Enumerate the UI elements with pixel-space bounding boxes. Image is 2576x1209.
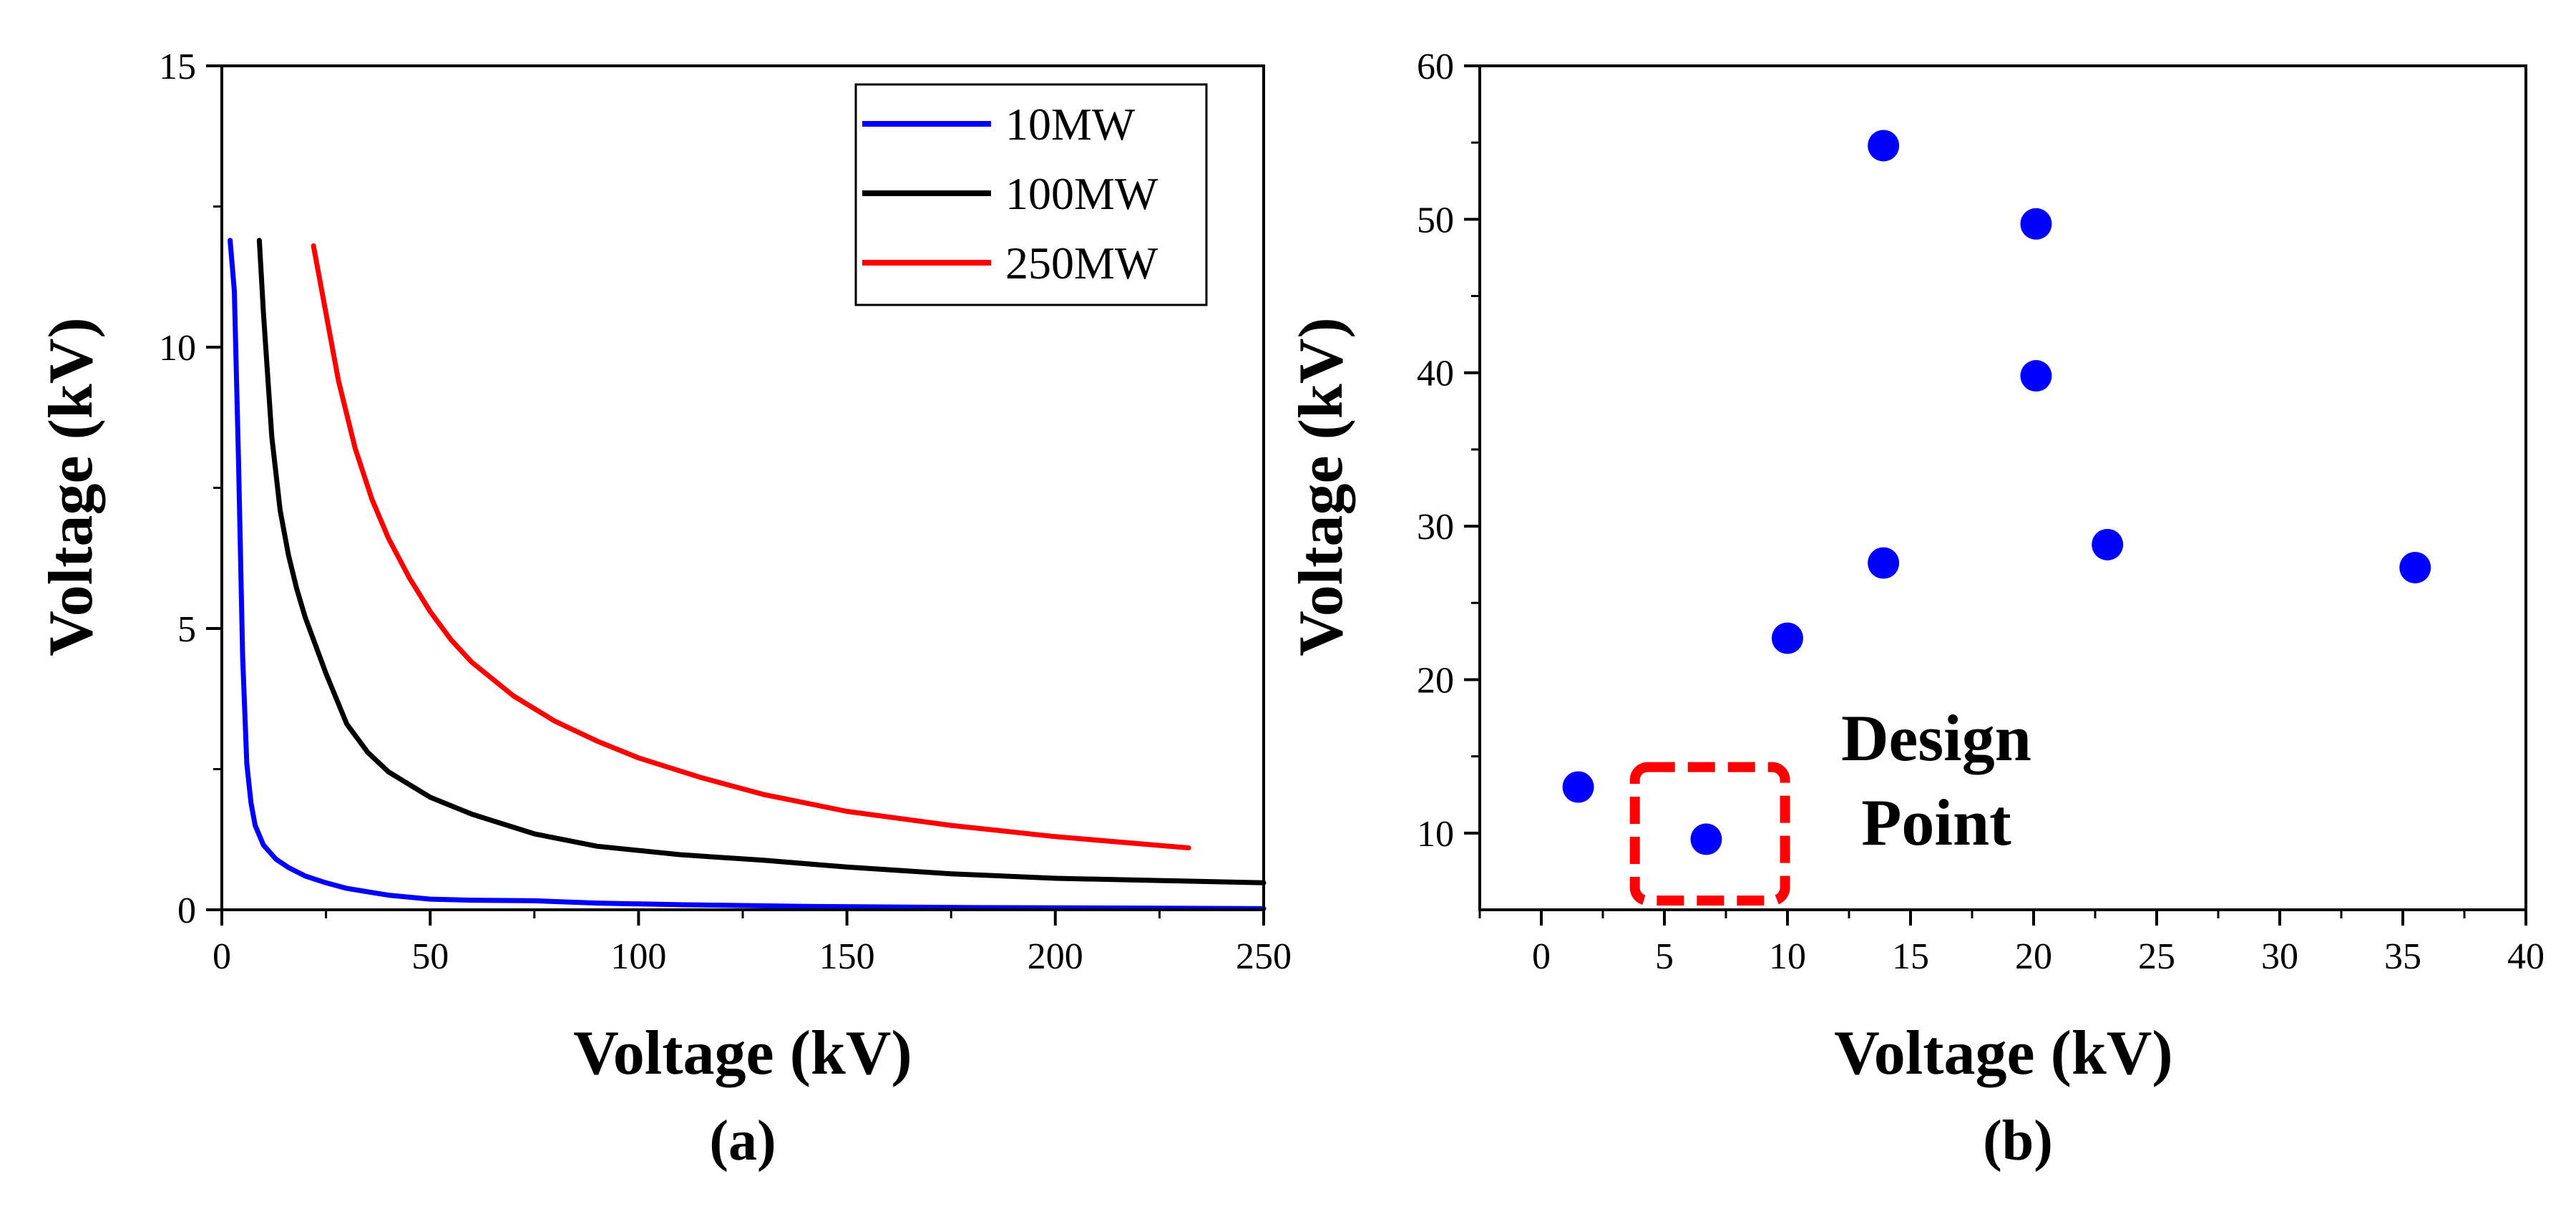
- y-tick-label: 0: [177, 890, 196, 931]
- scatter-point: [2399, 551, 2431, 583]
- chart-a-y-axis-title: Voltage (kV): [36, 317, 106, 656]
- legend-label-100mw: 100MW: [1005, 168, 1158, 219]
- x-tick-label: 10: [1769, 936, 1806, 977]
- y-tick-label: 10: [1417, 814, 1454, 855]
- chart-b-plot-frame: [1478, 64, 2527, 911]
- scatter-point: [2020, 208, 2052, 240]
- chart-b-panel-label: (b): [1983, 1110, 2053, 1172]
- y-tick-label: 30: [1417, 507, 1454, 548]
- y-tick-label: 40: [1417, 354, 1454, 394]
- y-tick-label: 50: [1417, 200, 1454, 241]
- x-tick-label: 100: [610, 936, 666, 977]
- legend-label-10mw: 10MW: [1005, 99, 1136, 150]
- chart-a: 0 50 100 150 200 250 0 5 10 15 Voltage (kV) Volta…: [36, 47, 1292, 1172]
- series-line-100mw: [256, 238, 1267, 885]
- chart-b-ticks: 0 5 10 15 20 25 30 35 40 10 20 30 40 50 60: [1417, 47, 2545, 977]
- y-tick-label: 10: [159, 328, 196, 369]
- x-tick-label: 35: [2384, 936, 2421, 977]
- scatter-point: [1868, 547, 1900, 579]
- scatter-point: [1868, 130, 1900, 162]
- legend-label-250mw: 250MW: [1005, 238, 1158, 288]
- y-tick-label: 5: [177, 609, 196, 650]
- chart-b-points: [1562, 130, 2431, 855]
- chart-a-panel-label: (a): [709, 1110, 776, 1172]
- design-point-label-line1: Design: [1841, 701, 2031, 775]
- scatter-point: [2020, 360, 2052, 392]
- design-point-label-line2: Point: [1861, 786, 2011, 859]
- x-tick-label: 5: [1655, 936, 1674, 977]
- x-tick-label: 40: [2507, 936, 2545, 977]
- x-tick-label: 25: [2138, 936, 2175, 977]
- chart-a-legend: 10MW 100MW 250MW: [854, 83, 1208, 306]
- y-tick-label: 20: [1417, 660, 1454, 701]
- design-point-box: [1629, 762, 1790, 906]
- x-tick-label: 200: [1028, 936, 1083, 977]
- scatter-point: [1562, 771, 1594, 803]
- x-tick-label: 15: [1892, 936, 1929, 977]
- x-tick-label: 50: [411, 936, 449, 977]
- series-line-10mw: [228, 238, 1267, 911]
- y-tick-label: 60: [1417, 47, 1454, 87]
- x-tick-label: 30: [2261, 936, 2298, 977]
- x-tick-label: 20: [2015, 936, 2052, 977]
- x-tick-label: 0: [1532, 936, 1551, 977]
- x-tick-label: 150: [819, 936, 875, 977]
- chart-a-x-axis-title: Voltage (kV): [573, 1019, 912, 1088]
- scatter-point: [1772, 622, 1803, 654]
- chart-a-series-group: [228, 238, 1267, 911]
- series-line-250mw: [311, 243, 1191, 850]
- y-tick-label: 15: [159, 47, 196, 87]
- chart-a-ticks: 0 50 100 150 200 250 0 5 10 15: [159, 47, 1292, 977]
- chart-b-y-axis-title: Voltage (kV): [1287, 317, 1356, 656]
- x-tick-label: 250: [1236, 936, 1292, 977]
- scatter-point: [2092, 528, 2124, 560]
- x-tick-label: 0: [213, 936, 231, 977]
- chart-b-x-axis-title: Voltage (kV): [1834, 1019, 2172, 1088]
- chart-b: 0 5 10 15 20 25 30 35 40 10 20 30 40 50 60 Design Poin…: [1287, 47, 2545, 1172]
- scatter-point: [1690, 823, 1722, 855]
